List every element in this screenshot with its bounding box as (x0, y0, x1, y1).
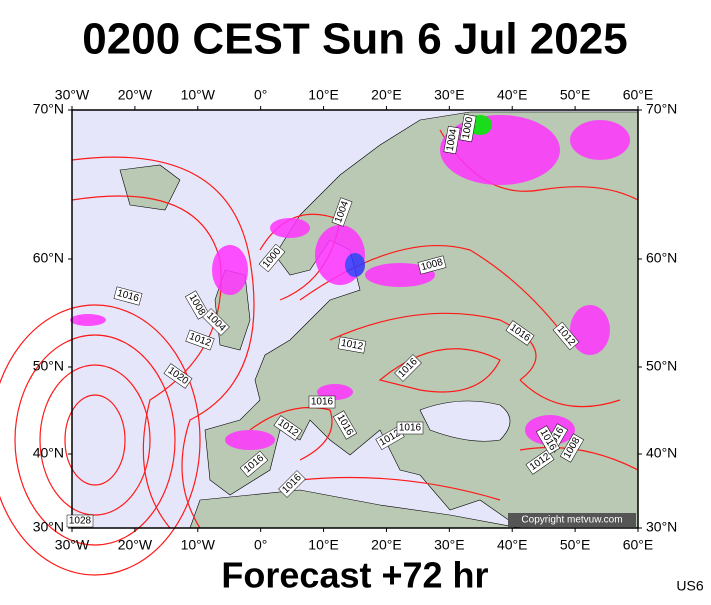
copyright: Copyright metvuw.com (521, 515, 622, 526)
lon-label: 50°E (560, 87, 591, 103)
isobar-label-box (278, 470, 306, 498)
lon-label: 20°W (118, 87, 153, 103)
graticule-labels: 30°W 30°W 20°W 20°W 10°W 10°W 0° 0° 10°E 10°E 20°E… (33, 87, 678, 553)
lon-label: 0° (254, 537, 267, 553)
isobar-label-box (185, 329, 215, 351)
isobar-label-box (559, 433, 585, 463)
isobar-label-text: 1000 (461, 116, 476, 140)
isobar-label-box (396, 421, 424, 435)
isobar-label-box (459, 113, 477, 143)
isobar-label-box (443, 125, 461, 155)
lon-label: 10°E (308, 537, 339, 553)
lon-label: 50°E (560, 537, 591, 553)
lon-label: 60°E (623, 537, 654, 553)
isobar-label: 1016 (396, 421, 424, 435)
isobar-label-text: 1012 (340, 338, 364, 353)
lon-label: 0° (254, 87, 267, 103)
isobar-label-text: 1004 (445, 128, 460, 152)
isobar-label-box (394, 354, 422, 382)
isobar-label: 1016 (308, 395, 336, 409)
lon-label: 40°E (497, 87, 528, 103)
lon-label: 60°E (623, 87, 654, 103)
model-code: US6 (676, 578, 703, 594)
map-frame (71, 109, 639, 529)
isobar-label-box (337, 336, 367, 354)
lat-label: 60°N (646, 250, 677, 266)
lon-label: 10°W (181, 537, 216, 553)
lon-label: 20°E (371, 537, 402, 553)
isobar-label-box (525, 449, 555, 475)
copyright-box (508, 513, 636, 527)
isobar-label-box (273, 415, 303, 441)
lon-label: 30°E (434, 87, 465, 103)
isobar-label-box (202, 308, 230, 336)
map: 30°W 30°W 20°W 20°W 10°W 10°W 0° 0° 10°E 10°E 20°E… (0, 87, 678, 576)
lon-label: 30°W (55, 87, 90, 103)
lon-label: 30°W (55, 537, 90, 553)
isobar-label-box (258, 243, 286, 273)
lat-label: 60°N (33, 250, 64, 266)
lat-label: 50°N (33, 358, 64, 374)
lat-label: 70°N (33, 101, 64, 117)
isobar-label-box (552, 321, 580, 351)
lat-label: 40°N (646, 445, 677, 461)
isobar-label-box (332, 410, 358, 440)
isobar-label-box (535, 425, 561, 455)
isobar-label: 1000 (459, 113, 477, 143)
lat-label: 70°N (646, 101, 677, 117)
lon-label: 10°W (181, 87, 216, 103)
isobar-label-box (505, 320, 535, 346)
lat-label: 50°N (646, 358, 677, 374)
isobar-label-box (163, 363, 193, 389)
forecast-label: Forecast +72 hr (221, 555, 488, 596)
isobar-label: 1004 (443, 125, 461, 155)
lat-label: 30°N (646, 519, 677, 535)
isobar-label-box (331, 197, 353, 227)
title: 0200 CEST Sun 6 Jul 2025 (82, 15, 627, 64)
isobar-label: 1012 (337, 336, 367, 354)
isobar-label-text: 1028 (69, 516, 92, 527)
lon-label: 20°E (371, 87, 402, 103)
isobar-label-text: 1016 (399, 423, 422, 434)
lon-label: 40°E (497, 537, 528, 553)
isobar-label-box (66, 514, 94, 528)
isobar-label: 1028 (66, 514, 94, 528)
isobar-label-box (113, 286, 143, 306)
isobar-label: 1008 (417, 255, 447, 275)
lat-label: 30°N (33, 519, 64, 535)
black-sea (419, 400, 511, 442)
isobar-label-box (417, 255, 447, 275)
lon-label: 30°E (434, 537, 465, 553)
lon-label: 10°E (308, 87, 339, 103)
lat-label: 40°N (33, 445, 64, 461)
isobar-label-box (308, 395, 336, 409)
isobar-label: 1016 (113, 286, 143, 306)
isobar-label-box (239, 450, 269, 478)
lon-label: 20°W (118, 537, 153, 553)
isobar-label-text: 1016 (311, 397, 334, 408)
